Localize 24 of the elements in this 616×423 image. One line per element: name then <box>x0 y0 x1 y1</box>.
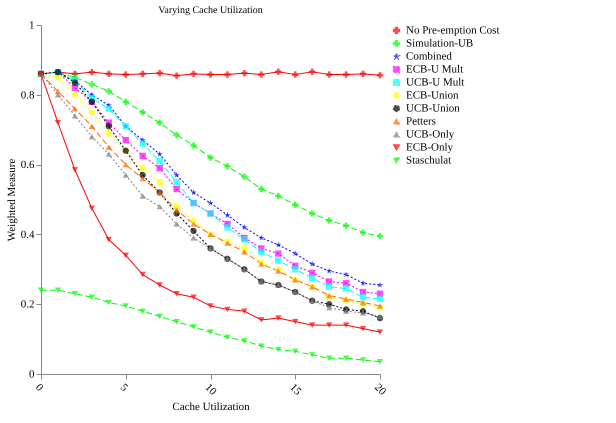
x-axis-title: Cache Utilization <box>172 401 250 414</box>
x-tick-label: 20 <box>372 382 389 398</box>
legend-label: Combined <box>406 50 452 62</box>
x-tick-label: 10 <box>202 382 220 398</box>
legend-label: UCB-Only <box>406 128 455 140</box>
chart-title: Varying Cache Utilization <box>158 5 263 16</box>
legend-label: UCB-Union <box>406 102 460 114</box>
legend-label: No Pre-emption Cost <box>406 24 500 36</box>
legend-label: ECB-U Mult <box>406 64 464 76</box>
y-tick-label: 0 <box>29 368 35 380</box>
legend-label: ECB-Union <box>406 90 460 102</box>
legend-label: ECB-Only <box>406 142 454 154</box>
y-tick-label: 1 <box>29 20 34 32</box>
legend-label: UCB-U Mult <box>406 76 464 88</box>
x-tick-label: 5 <box>118 382 130 394</box>
y-tick-label: 0.6 <box>20 159 35 172</box>
y-axis-title: Weighted Measure <box>6 158 18 242</box>
y-tick-label: 0.8 <box>20 89 35 102</box>
y-tick-label: 0.4 <box>20 228 35 241</box>
legend-label: Staschulat <box>406 154 452 166</box>
y-tick-label: 0.2 <box>20 298 34 311</box>
legend-label: Simulation-UB <box>406 38 474 50</box>
x-tick-label: 15 <box>287 382 304 398</box>
legend-label: Petters <box>406 116 436 128</box>
